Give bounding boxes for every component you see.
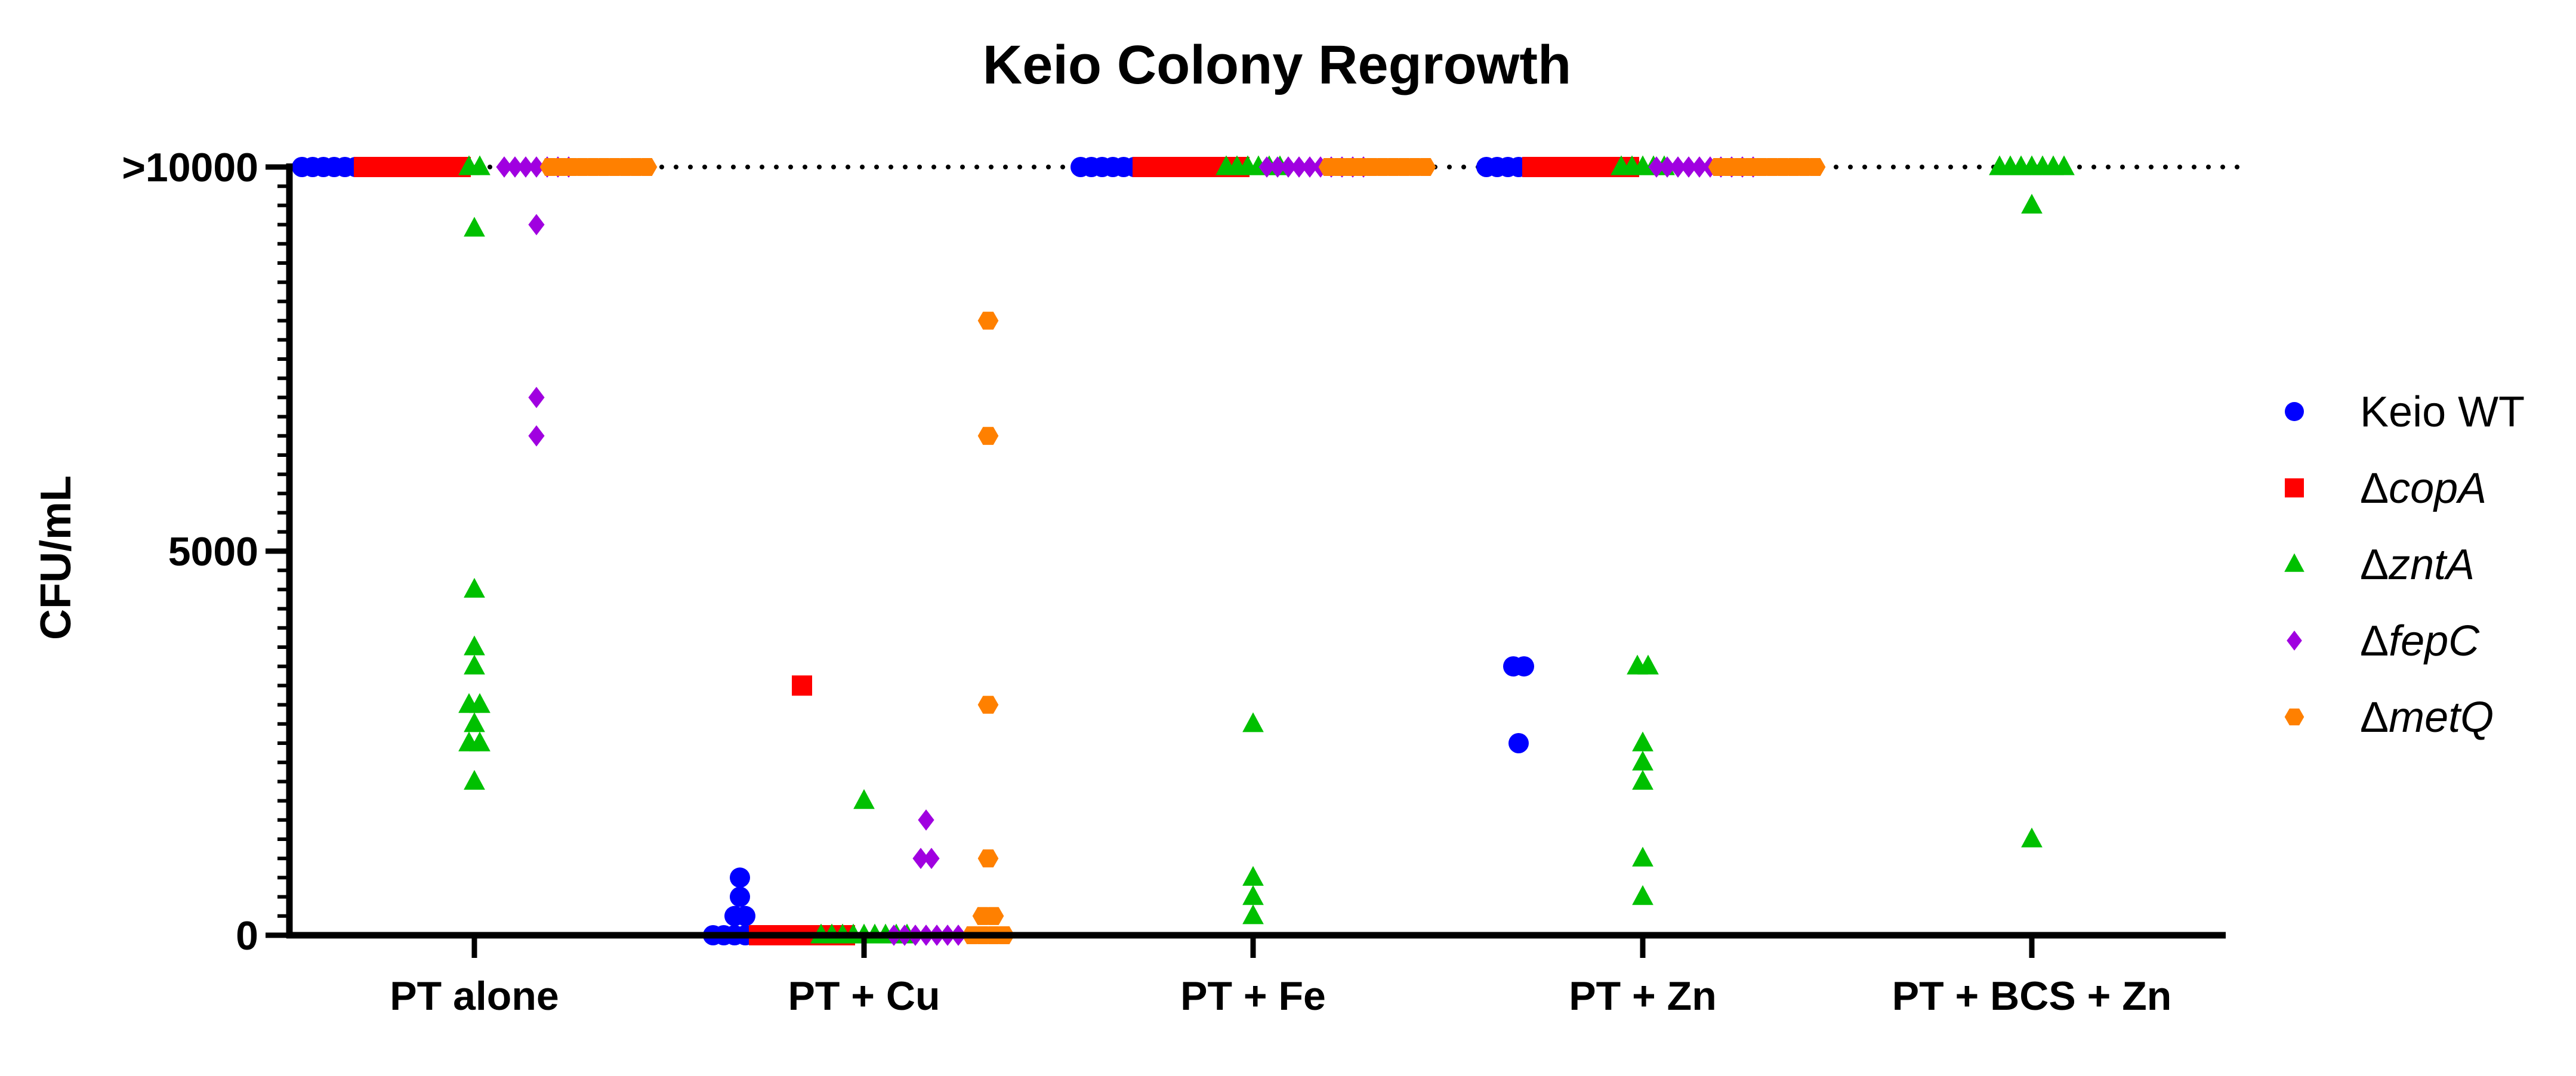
data-point — [464, 654, 485, 675]
legend-label: ΔzntA — [2360, 541, 2475, 589]
data-point — [464, 577, 485, 598]
data-point — [528, 387, 545, 409]
legend-item: ΔzntA — [2284, 541, 2475, 589]
data-point — [977, 311, 999, 330]
data-point — [1804, 157, 1826, 177]
series-fepc — [496, 156, 1761, 946]
data-point — [1269, 156, 1286, 178]
data-point — [464, 712, 485, 732]
legend-marker — [2285, 402, 2304, 421]
series-znta — [458, 155, 2075, 944]
x-tick-label: PT + Cu — [788, 973, 940, 1019]
data-point — [528, 156, 545, 178]
data-point — [469, 155, 490, 175]
y-tick-label: >10000 — [122, 145, 258, 190]
data-point — [1280, 156, 1297, 178]
data-point — [469, 731, 490, 752]
data-point — [464, 769, 485, 790]
data-point — [923, 848, 940, 870]
x-tick-label: PT + Zn — [1569, 973, 1716, 1019]
data-point — [1415, 157, 1436, 177]
legend-label: Keio WT — [2360, 388, 2525, 436]
data-point — [1514, 656, 1534, 677]
data-point — [792, 675, 812, 696]
legend-item: ΔmetQ — [2284, 694, 2494, 741]
data-point — [1301, 156, 1318, 178]
data-point — [2021, 827, 2043, 848]
chart-title: Keio Colony Regrowth — [983, 35, 1571, 95]
legend-marker — [2287, 630, 2302, 651]
data-point — [2021, 193, 2043, 214]
data-point — [2053, 155, 2075, 175]
data-point — [496, 156, 513, 178]
data-point — [1242, 885, 1264, 905]
legend-marker — [2284, 553, 2304, 572]
data-point — [1632, 769, 1653, 790]
legend-label: ΔfepC — [2360, 617, 2480, 665]
data-point — [1291, 156, 1307, 178]
legend-item: ΔcopA — [2285, 465, 2486, 512]
x-tick-label: PT alone — [390, 973, 559, 1019]
legend-label: ΔmetQ — [2360, 694, 2494, 741]
data-point — [853, 789, 875, 809]
data-point — [1659, 156, 1676, 178]
data-point — [1508, 733, 1529, 753]
data-point — [636, 157, 658, 177]
data-point — [1637, 654, 1659, 675]
data-point — [983, 907, 1004, 925]
data-point — [730, 867, 750, 888]
legend-label: ΔcopA — [2360, 465, 2486, 512]
legend: Keio WT ΔcopA ΔzntA ΔfepC ΔmetQ — [2284, 388, 2525, 741]
data-point — [977, 849, 999, 868]
legend-marker — [2285, 478, 2304, 497]
x-tick-label: PT + BCS + Zn — [1892, 973, 2172, 1019]
data-point — [918, 809, 934, 831]
data-point — [977, 426, 999, 445]
data-point — [1242, 904, 1264, 925]
legend-marker — [2284, 708, 2304, 726]
data-point — [1680, 156, 1697, 178]
data-point — [464, 635, 485, 656]
data-point — [1691, 156, 1708, 178]
series-metq — [539, 157, 1826, 945]
y-tick-label: 0 — [236, 913, 258, 958]
data-point — [1242, 865, 1264, 886]
data-point — [1648, 156, 1665, 178]
series-copa — [354, 157, 1639, 945]
data-point — [517, 156, 534, 178]
y-axis-label: CFU/mL — [32, 475, 80, 640]
data-point — [977, 695, 999, 714]
data-point — [1632, 846, 1653, 867]
data-point — [464, 217, 485, 237]
legend-item: ΔfepC — [2287, 617, 2480, 665]
data-point — [1670, 156, 1686, 178]
data-points-layer — [292, 155, 2075, 946]
data-point — [507, 156, 523, 178]
data-point — [528, 425, 545, 447]
data-point — [1632, 750, 1653, 771]
y-tick-label: 5000 — [168, 529, 258, 574]
data-point — [1632, 885, 1653, 905]
data-point — [1632, 731, 1653, 752]
data-point — [735, 905, 755, 926]
axes-layer: 0 5000 >10000 PT alone PT + Cu PT + Fe PT + Zn… — [122, 145, 2226, 1019]
data-point — [1242, 712, 1264, 732]
data-point — [730, 886, 750, 907]
x-tick-label: PT + Fe — [1180, 973, 1326, 1019]
data-point — [528, 214, 545, 236]
legend-item: Keio WT — [2285, 388, 2525, 436]
data-point — [469, 693, 490, 713]
data-point — [1258, 156, 1275, 178]
data-point — [912, 848, 929, 870]
